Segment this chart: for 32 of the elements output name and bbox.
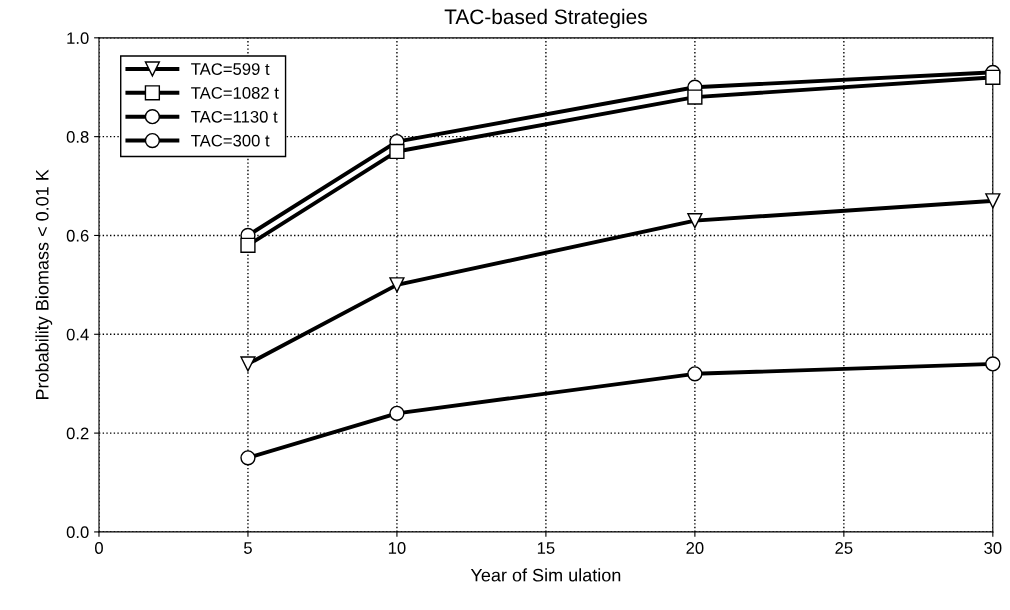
point: [389, 277, 405, 293]
x-tick-label: 5: [243, 542, 252, 554]
point: [687, 212, 703, 229]
y-tick-label: 1.0: [67, 32, 89, 45]
y-tick-label: 0.4: [66, 328, 89, 341]
legend-label: TAC=1082 t: [191, 87, 279, 99]
point: [687, 89, 703, 105]
x-tick-label: 10: [388, 542, 406, 554]
x-tick-label: 30: [984, 542, 1002, 554]
legend-label: TAC=1130 t: [191, 110, 278, 123]
point: [240, 450, 256, 466]
legend-label: TAC=599 t: [191, 63, 270, 75]
point: [240, 237, 256, 253]
y-tick-label: 0.8: [66, 131, 89, 143]
point: [389, 405, 405, 421]
legend-label: TAC=300 t: [191, 134, 270, 147]
point: [240, 356, 256, 372]
point: [985, 356, 1001, 372]
point: [985, 193, 1001, 209]
x-tick-label: 15: [537, 542, 555, 554]
point: [389, 143, 405, 160]
x-tick-label: 0: [95, 542, 103, 554]
y-tick-label: 0.6: [66, 229, 89, 242]
x-tick-label: 25: [835, 542, 853, 554]
y-axis-title: Probability Biomass < 0.01 K: [35, 169, 53, 400]
point: [985, 69, 1001, 85]
chart-title: TAC-based Strategies: [444, 8, 647, 29]
point: [687, 366, 703, 382]
x-axis-title: Year of Sim ulation: [470, 568, 621, 582]
y-tick-label: 0.2: [66, 427, 89, 440]
x-tick-label: 20: [686, 542, 704, 554]
y-tick-label: 0.0: [66, 526, 89, 539]
